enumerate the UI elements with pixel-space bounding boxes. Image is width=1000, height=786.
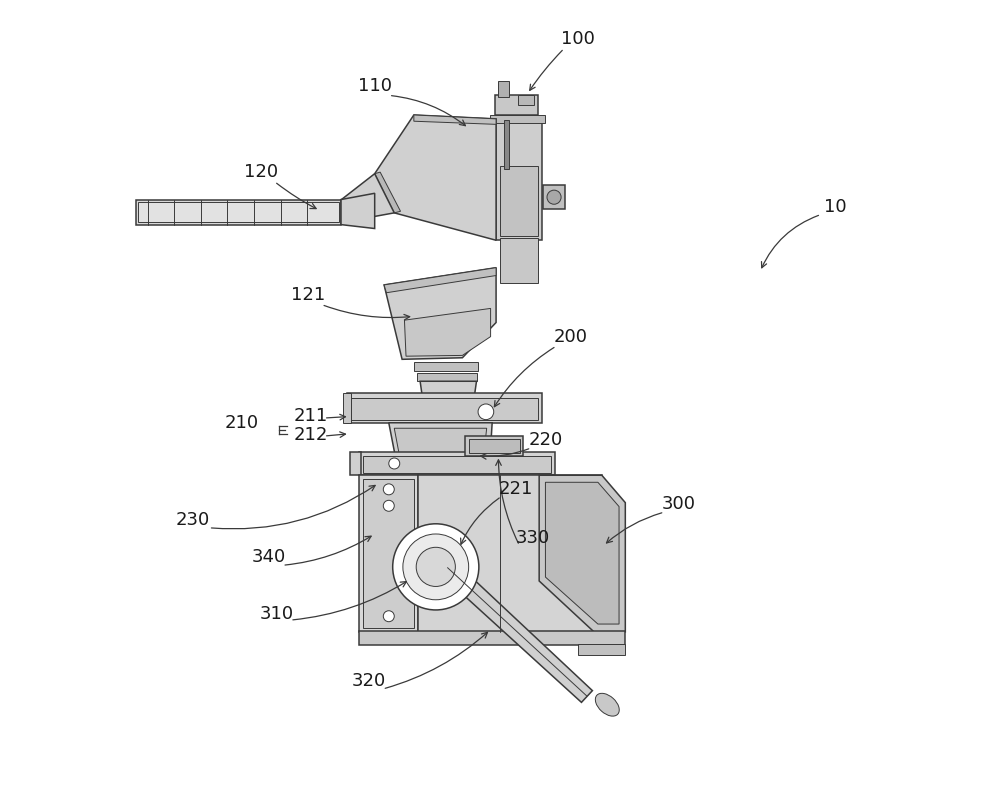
Polygon shape [539,476,625,632]
Text: 110: 110 [358,77,392,95]
Polygon shape [414,115,496,124]
Bar [138,202,339,222]
Bar [359,631,625,645]
Polygon shape [394,428,487,474]
Bar [136,200,341,225]
Text: 212: 212 [293,425,328,443]
Bar [496,119,542,241]
Text: 230: 230 [176,511,210,529]
Bar [359,452,555,476]
Text: 210: 210 [224,413,259,432]
Bar [500,238,538,283]
Bar [498,81,509,97]
Polygon shape [389,423,492,479]
Polygon shape [375,172,401,213]
Polygon shape [384,268,496,292]
Polygon shape [423,512,470,535]
Bar [351,398,538,420]
Bar [418,476,602,632]
Bar [350,452,361,476]
Bar [469,439,520,454]
Text: 100: 100 [561,30,595,48]
Bar [578,645,625,656]
Bar [490,115,545,123]
Text: 121: 121 [291,286,325,304]
Polygon shape [375,115,496,241]
Text: 120: 120 [244,163,278,181]
Circle shape [383,501,394,511]
Text: 340: 340 [252,549,286,567]
Bar [465,436,523,456]
Bar [417,373,477,381]
Bar [403,482,478,493]
Text: 330: 330 [516,529,550,547]
Polygon shape [384,268,496,359]
Bar [500,166,538,237]
Circle shape [416,547,455,586]
Bar [363,456,551,473]
Polygon shape [441,561,592,703]
Bar [406,494,475,503]
Polygon shape [339,174,394,221]
Circle shape [403,534,469,600]
Bar [343,393,351,423]
Ellipse shape [595,693,619,716]
Text: 221: 221 [498,479,533,498]
Text: 200: 200 [553,328,587,346]
Circle shape [383,484,394,495]
Text: 300: 300 [662,495,696,513]
Bar [543,185,565,209]
Text: 220: 220 [528,431,563,449]
Bar [414,362,478,371]
Bar [518,95,534,105]
Circle shape [478,404,494,420]
Polygon shape [341,193,375,229]
Bar [495,95,538,115]
Circle shape [547,190,561,204]
Polygon shape [426,535,467,557]
Text: 320: 320 [351,672,386,690]
Circle shape [383,611,394,622]
Circle shape [393,523,479,610]
Bar [504,120,509,169]
Text: 310: 310 [260,605,294,623]
Polygon shape [545,483,619,624]
Bar [409,504,472,512]
Bar [359,476,418,632]
Polygon shape [420,381,477,409]
Text: 10: 10 [824,197,847,215]
Polygon shape [404,308,491,356]
Bar [347,393,542,423]
Text: 211: 211 [293,407,328,425]
Circle shape [389,458,400,469]
Bar [363,479,414,628]
